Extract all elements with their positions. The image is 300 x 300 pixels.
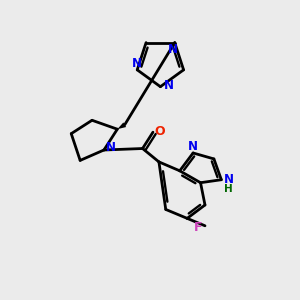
Text: N: N [164, 79, 174, 92]
Text: N: N [132, 57, 142, 70]
Text: N: N [188, 140, 198, 153]
Text: N: N [168, 43, 178, 56]
Text: O: O [154, 125, 165, 138]
Text: N: N [106, 141, 116, 154]
Text: F: F [194, 221, 203, 234]
Text: H: H [224, 184, 233, 194]
Text: N: N [224, 173, 234, 186]
Polygon shape [117, 122, 126, 129]
